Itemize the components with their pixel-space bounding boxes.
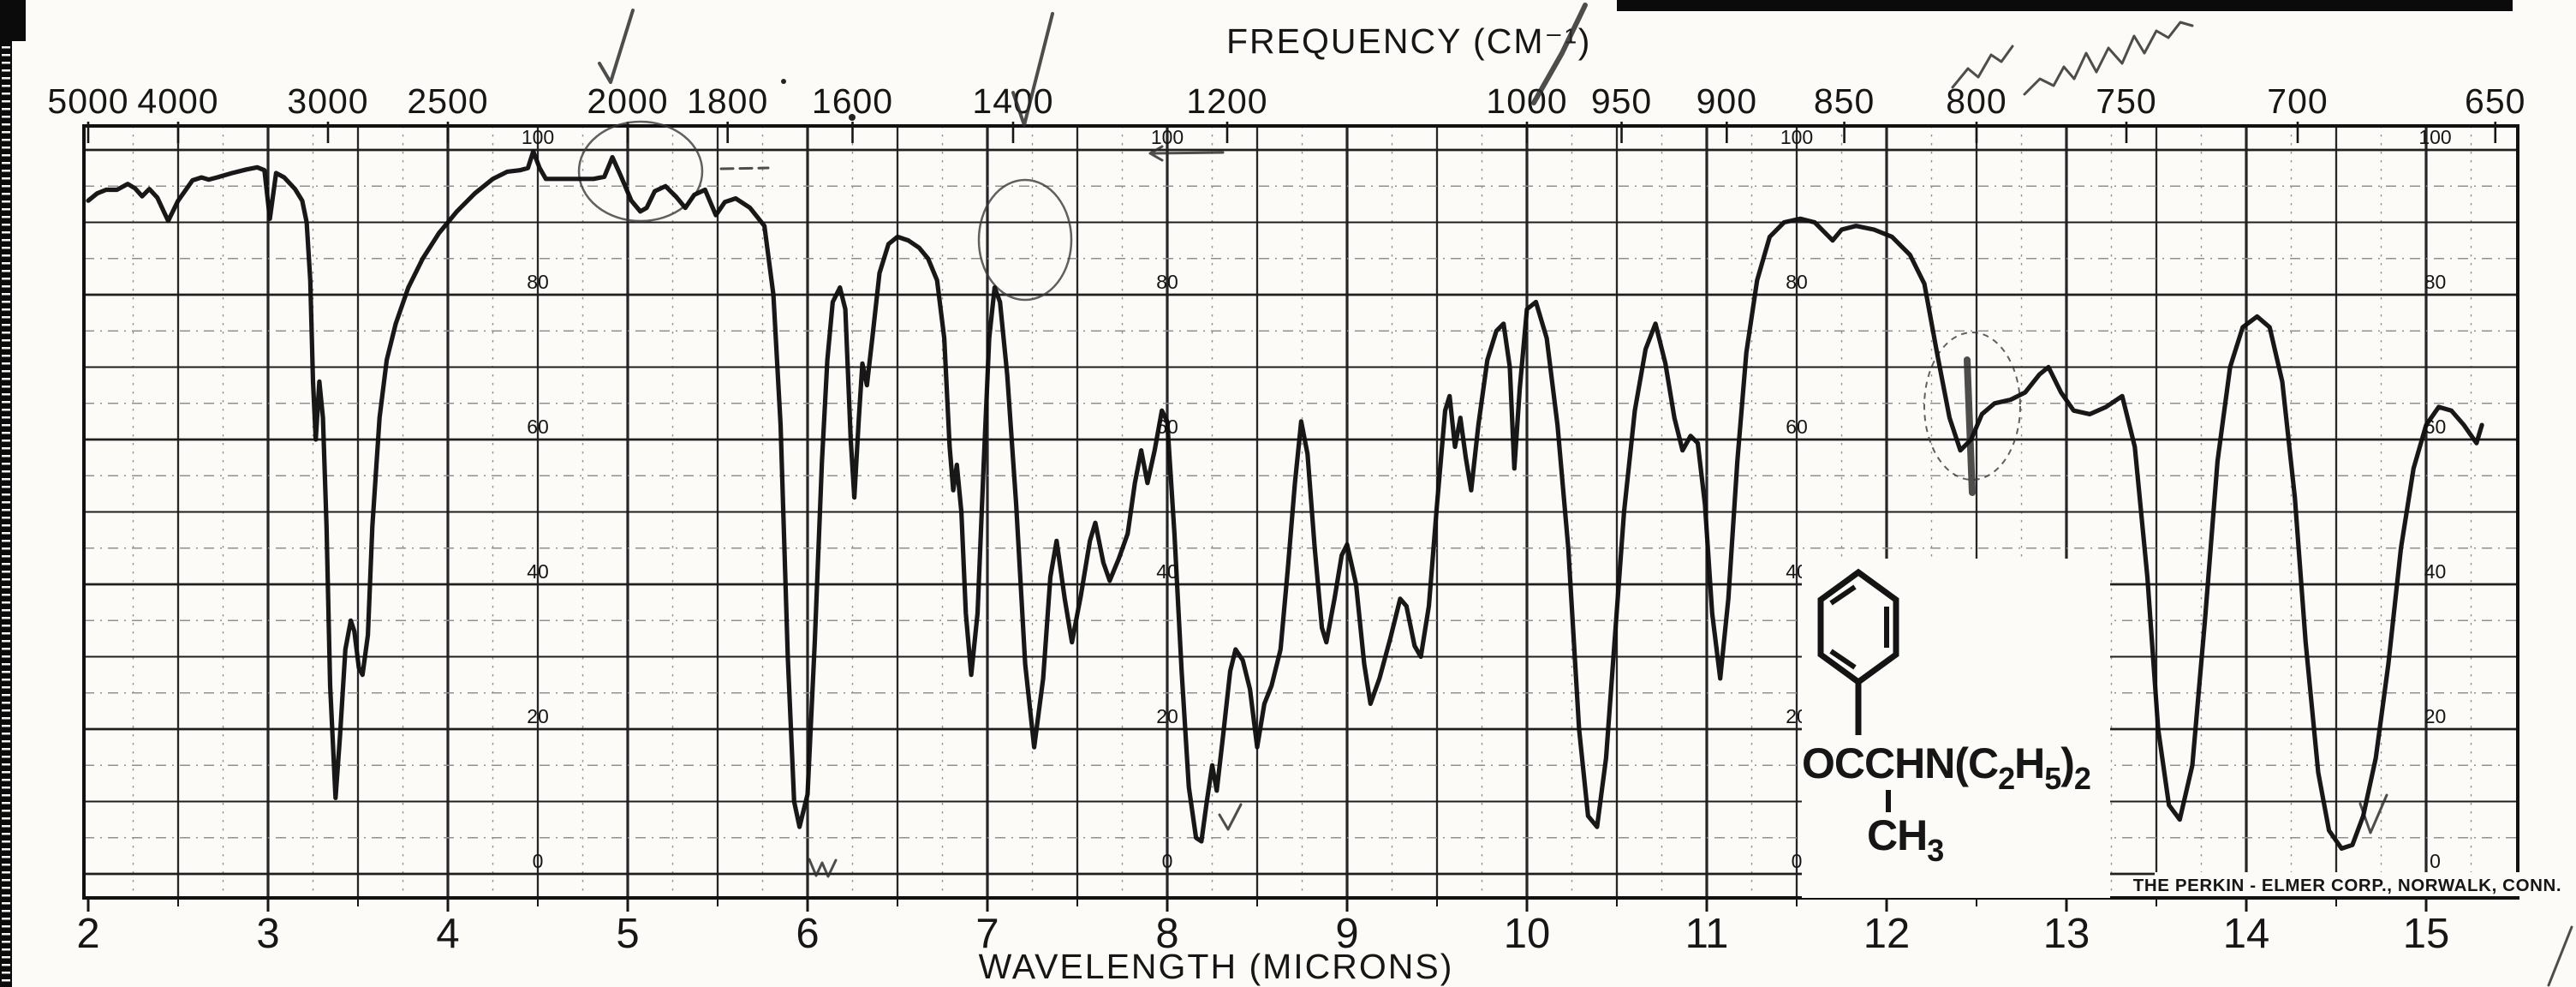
freq-label-1400: 1400 <box>972 81 1053 121</box>
handwritten-annotations <box>577 3 2573 987</box>
freq-label-1600: 1600 <box>812 81 893 121</box>
freq-label-750: 750 <box>2096 81 2156 121</box>
wavelength-axis-title: WAVELENGTH (MICRONS) <box>979 947 1454 986</box>
frequency-axis: 5000 4000 3000 2500 2000 1800 1600 1400 1200 1000… <box>47 21 2525 143</box>
freq-label-950: 950 <box>1591 81 1652 121</box>
wavelength-label-10: 10 <box>1504 911 1551 957</box>
formula-main: OCCHN(C2​H5​)2​ <box>1802 739 2090 796</box>
slash-bottom-right-corner <box>2547 925 2573 987</box>
arrow-near-8-microns <box>1148 145 1225 162</box>
chart-border <box>82 124 2519 900</box>
freq-label-650: 650 <box>2465 81 2525 121</box>
wavelength-label-12: 12 <box>1863 911 1911 957</box>
freq-label-3000: 3000 <box>287 81 368 121</box>
chemical-structure-drawing: OCCHN(C2​H5​)2​ CH3​ <box>1802 568 2091 868</box>
chart-grid <box>82 124 2519 900</box>
freq-label-5000: 5000 <box>47 81 128 121</box>
wavelength-label-11: 11 <box>1685 911 1729 957</box>
wavelength-tick-marks <box>86 898 2428 912</box>
speck <box>849 114 856 121</box>
freq-label-700: 700 <box>2267 81 2328 121</box>
scale-label-100: 100 <box>522 126 554 148</box>
corner-blotch <box>0 0 26 41</box>
scale-label-80: 80 <box>2424 271 2447 293</box>
wavelength-axis: 2 3 4 5 6 7 8 9 10 11 12 13 14 15 WAVELENGTH (MICRONS… <box>76 898 2449 986</box>
dash-mark-5.6-microns <box>719 166 770 170</box>
bold-tick-in-circle <box>1964 356 1976 496</box>
scale-label-20: 20 <box>2424 705 2447 727</box>
freq-label-850: 850 <box>1814 81 1875 121</box>
compound-structure-inset: OCCHN(C2​H5​)2​ CH3​ <box>1802 559 2110 898</box>
scale-label-60: 60 <box>1786 416 1808 438</box>
scale-label-100: 100 <box>1151 126 1184 148</box>
wavelength-label-2: 2 <box>76 911 99 957</box>
benzene-double-bond <box>1829 649 1857 670</box>
scale-label-0: 0 <box>1162 850 1173 872</box>
scale-label-0: 0 <box>1792 850 1803 872</box>
freq-label-2000: 2000 <box>587 81 668 121</box>
check-at-1400 <box>1011 12 1054 127</box>
freq-label-1000: 1000 <box>1486 81 1567 121</box>
credit-text: THE PERKIN - ELMER CORP., NORWALK, CONN. <box>2133 876 2561 895</box>
frequency-tick-marks <box>86 122 2497 143</box>
check-below-8-point-3-microns <box>1218 803 1243 831</box>
frequency-tick-labels: 5000 4000 3000 2500 2000 1800 1600 1400 1200 1000… <box>47 81 2525 121</box>
scale-label-80: 80 <box>1156 271 1178 293</box>
scale-label-20: 20 <box>527 705 549 727</box>
scale-label-100: 100 <box>1780 126 1813 148</box>
freq-label-1800: 1800 <box>687 81 768 121</box>
slash-above-1000 <box>1531 3 1588 105</box>
structure-inset-panel <box>1802 559 2110 898</box>
wavelength-label-7: 7 <box>975 911 999 957</box>
scale-label-80: 80 <box>527 271 549 293</box>
circle-near-5-microns <box>577 120 704 223</box>
wavelength-label-9: 9 <box>1335 911 1358 957</box>
scale-label-40: 40 <box>527 560 549 583</box>
scale-label-100: 100 <box>2418 126 2451 148</box>
wavelength-label-14: 14 <box>2223 911 2270 957</box>
top-edge-bar-artifact <box>1617 0 2513 11</box>
wavelength-label-3: 3 <box>256 911 279 957</box>
wavelength-label-4: 4 <box>436 911 459 957</box>
freq-label-900: 900 <box>1696 81 1757 121</box>
formula-methyl: CH3​ <box>1867 811 1943 868</box>
scale-label-80: 80 <box>1786 271 1808 293</box>
wavelength-label-5: 5 <box>616 911 639 957</box>
freq-label-4000: 4000 <box>137 81 218 121</box>
freq-label-800: 800 <box>1946 81 2007 121</box>
wavelength-label-15: 15 <box>2403 911 2450 957</box>
freq-label-2500: 2500 <box>407 81 488 121</box>
ir-spectrum-trace <box>86 149 2484 851</box>
frequency-axis-title: FREQUENCY (CM⁻¹) <box>1226 21 1591 61</box>
scale-label-40: 40 <box>2424 560 2447 583</box>
credit-panel <box>2155 872 2540 896</box>
scale-label-60: 60 <box>527 416 549 438</box>
spectrum-trace-path <box>86 149 2484 851</box>
w-scribble-below-carbonyl-band <box>808 858 838 878</box>
wavelength-label-8: 8 <box>1155 911 1178 957</box>
cursive-scribble-top-right <box>2023 21 2194 96</box>
scale-label-0: 0 <box>533 850 544 872</box>
scrawl-above-800 <box>1951 45 2014 89</box>
dashed-circle-near-12-point-5-microns <box>1923 332 2021 481</box>
credit-strip: THE PERKIN - ELMER CORP., NORWALK, CONN. <box>2133 872 2561 896</box>
check-above-2000 <box>598 9 635 84</box>
scale-label-20: 20 <box>1156 705 1178 727</box>
speck <box>781 79 786 84</box>
wavelength-label-13: 13 <box>2043 911 2090 957</box>
scale-label-0: 0 <box>2430 850 2441 872</box>
wavelength-tick-labels: 2 3 4 5 6 7 8 9 10 11 12 13 14 15 <box>76 911 2449 957</box>
scan-artifacts <box>0 0 2513 987</box>
freq-label-1200: 1200 <box>1186 81 1267 121</box>
circle-near-7-microns <box>977 178 1073 302</box>
benzene-double-bond <box>1829 584 1857 606</box>
wavelength-label-6: 6 <box>796 911 819 957</box>
